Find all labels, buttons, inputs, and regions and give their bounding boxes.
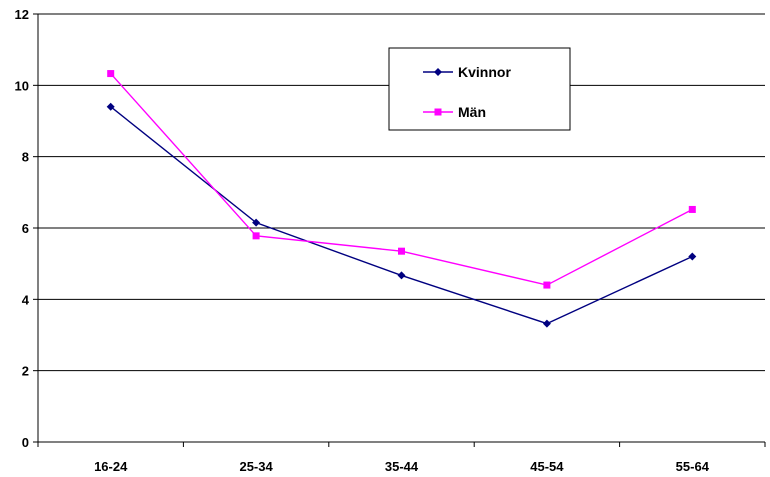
- legend-label: Män: [458, 104, 486, 120]
- legend-entry: Kvinnor: [423, 64, 511, 80]
- data-point: [397, 271, 406, 280]
- data-point: [252, 232, 260, 240]
- y-tick-label: 8: [22, 150, 29, 165]
- y-tick-label: 6: [22, 221, 29, 236]
- y-tick-label: 0: [22, 435, 29, 450]
- data-point: [398, 247, 405, 255]
- y-tick-label: 4: [22, 292, 30, 307]
- x-tick-label: 45-54: [530, 459, 564, 474]
- series-group: [106, 70, 697, 328]
- data-point: [252, 218, 261, 227]
- data-point: [688, 205, 696, 213]
- y-tick-label: 2: [22, 364, 29, 379]
- y-axis-ticks: 0 2 4 6 8 10 12: [15, 7, 38, 450]
- series-0: [106, 102, 697, 328]
- legend-box: [388, 47, 571, 131]
- x-tick-label: 25-34: [239, 459, 273, 474]
- data-point: [688, 252, 697, 261]
- data-point: [543, 281, 551, 289]
- data-point: [106, 102, 115, 111]
- x-tick-label: 16-24: [94, 459, 128, 474]
- x-axis-ticks: 16-24 25-34 35-44 45-54 55-64: [37, 442, 766, 474]
- y-tick-label: 12: [15, 7, 29, 22]
- x-tick-label: 35-44: [385, 459, 419, 474]
- legend-entry: Män: [423, 104, 486, 120]
- x-tick-label: 55-64: [676, 459, 710, 474]
- legend-label: Kvinnor: [458, 64, 511, 80]
- legend-swatch-marker: [434, 68, 442, 76]
- series-1: [107, 70, 696, 289]
- y-tick-label: 10: [15, 78, 29, 93]
- data-point: [107, 70, 115, 78]
- series-line: [110, 106, 693, 325]
- legend-swatch-marker: [434, 108, 442, 116]
- legend: Kvinnor Män: [388, 47, 571, 131]
- data-point: [542, 319, 551, 328]
